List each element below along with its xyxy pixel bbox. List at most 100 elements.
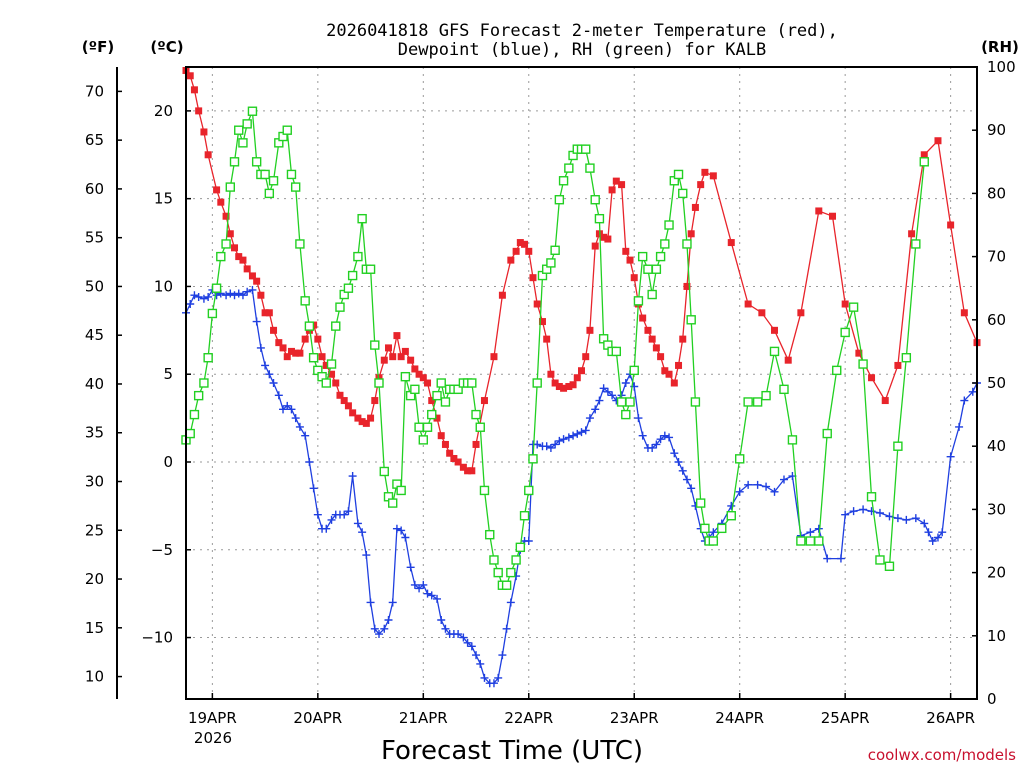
rh-point [365,264,376,274]
temperature-point [446,449,454,457]
temperature-point [894,361,902,369]
rh-point [353,251,363,262]
rh-point [532,378,542,388]
temperature-point [622,247,630,255]
temperature-point [287,347,295,355]
dewpoint-point [256,343,265,352]
x-tick-label: 23APR [610,709,659,727]
temperature-point [354,414,362,422]
dewpoint-point [599,384,608,393]
temperature-point [270,326,278,334]
temperature-point [582,353,590,361]
celsius-tick-label: 15 [154,190,173,208]
temperature-point [670,379,678,387]
temperature-point [380,356,388,364]
rh-point [335,302,345,312]
rh-point [300,296,310,306]
rh-point [357,213,367,224]
rh-point [432,390,442,401]
dewpoint-point [591,405,600,414]
temperature-point [525,247,533,255]
dewpoint-point [770,487,779,496]
temperature-point [612,177,620,185]
dewpoint-point [911,514,920,523]
temperature-point [618,181,626,189]
chart-title-line1: 2026041818 GFS Forecast 2-meter Temperat… [326,21,838,41]
rh-point [594,213,605,224]
dewpoint-point [564,433,573,442]
temperature-point [204,151,212,159]
dewpoint-point [269,379,278,387]
temperature-point [626,256,634,264]
rh-point [611,346,622,357]
rh-point [471,409,481,420]
temperature-point [829,212,837,220]
dewpoint-point [634,414,643,423]
dewpoint-point [836,554,845,563]
temperature-point [498,291,506,299]
temperature-point [433,414,441,422]
rh-point [475,422,485,432]
dewpoint-point [670,449,679,458]
dewpoint-point [709,528,718,537]
rh-point [304,321,315,331]
dewpoint-point [305,458,314,466]
rh-point [761,390,771,401]
temperature-point [797,309,805,317]
temperature-point [279,344,287,352]
dewpoint-point [652,440,661,449]
dewpoint-point [401,533,410,542]
dewpoint-point [727,501,736,510]
rh-point [524,485,534,496]
rh-point [528,454,538,464]
temperature-point [411,365,419,373]
temperature-point [195,107,203,115]
dewpoint-point [489,679,498,688]
temperature-point [235,253,243,261]
rh-point [308,353,319,363]
dewpoint-point [476,659,485,668]
dewpoint-point [427,591,436,600]
rh-point [326,359,337,369]
temperature-point [881,397,889,405]
dewpoint-point [595,396,604,405]
temperature-point [301,335,309,343]
dewpoint-point [577,428,586,437]
dewpoint-point [849,507,858,516]
temperature-point [217,198,225,206]
rh-point [479,485,490,496]
rh-point [193,390,204,401]
dewpoint-point [309,484,318,493]
dewpoint-point [358,528,367,537]
x-tick-label: 21APR [399,709,448,727]
credit-link[interactable]: coolwx.com/models [868,746,1016,764]
rh-point [422,422,433,432]
temperature-point [771,326,779,334]
temperature-point [560,384,568,392]
dewpoint-point [806,528,815,537]
data-series [181,67,981,688]
temperature-point [437,432,445,440]
rh-point [400,371,411,382]
rh-tick-label: 40 [987,437,1006,455]
rh-point [347,270,358,281]
temperature-point [318,353,326,361]
temperature-point [283,353,291,361]
dewpoint-point [735,487,744,496]
dewpoint-point [370,624,379,633]
dewpoint-point [186,300,195,308]
fahrenheit-unit-label: (ºF) [82,38,114,56]
rh-point [893,441,903,451]
dewpoint-point [274,391,283,400]
dewpoint-point [494,673,503,682]
x-year-label: 2026 [194,729,232,747]
rh-point [743,397,753,407]
temperature-point [415,370,423,378]
dewpoint-point [199,294,208,303]
temperature-point [248,272,256,280]
rh-point [286,169,297,180]
dewpoint-point [621,379,630,387]
rh-point [221,239,231,249]
dewpoint-point [955,422,964,431]
